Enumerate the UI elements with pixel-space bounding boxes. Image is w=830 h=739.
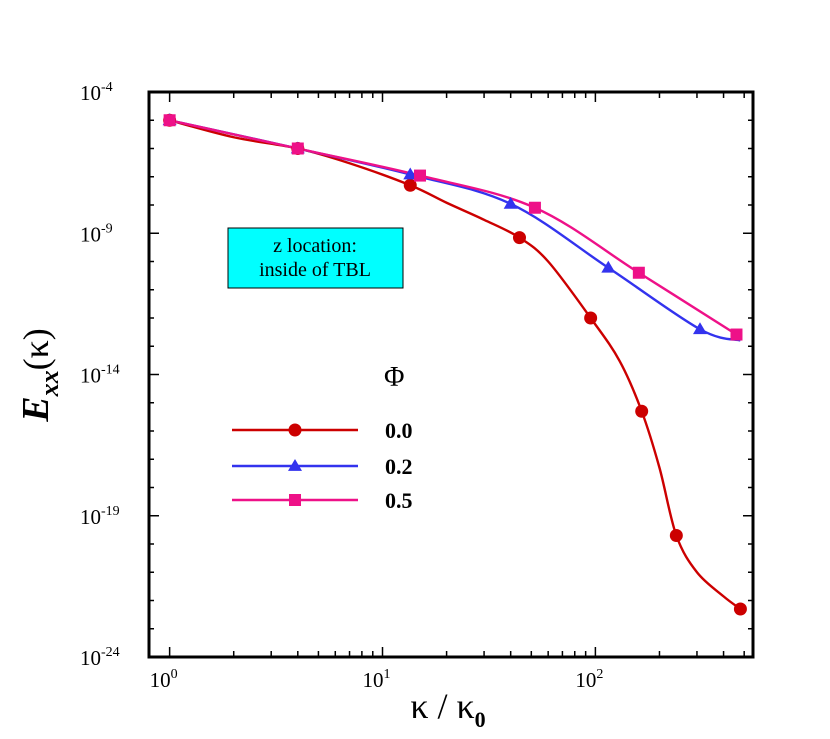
data-point-0.5 xyxy=(413,169,426,182)
data-point-0.2 xyxy=(403,167,418,180)
x-axis-label: κ / κ0 xyxy=(410,686,485,732)
series-line-0.5 xyxy=(169,119,738,336)
legend-title: Φ xyxy=(384,362,404,393)
legend-label-0.5: 0.5 xyxy=(385,488,413,513)
y-tick-label: 10-24 xyxy=(80,645,120,670)
data-point-0.0 xyxy=(733,602,747,616)
legend-marker-0.2 xyxy=(288,459,302,471)
data-point-0.0 xyxy=(584,311,598,325)
data-point-0.0 xyxy=(512,231,526,245)
legend-label-0.0: 0.0 xyxy=(385,418,413,443)
legend-marker-0.5 xyxy=(289,494,301,506)
data-point-0.2 xyxy=(692,322,707,335)
annotation-box xyxy=(227,227,404,289)
data-point-0.5 xyxy=(730,328,743,341)
annotation: z location: inside of TBL xyxy=(227,227,404,289)
x-tick-label: 100 xyxy=(150,667,178,692)
y-tick-label: 10-4 xyxy=(80,80,113,105)
series-line-0.0 xyxy=(169,119,742,610)
data-point-0.5 xyxy=(291,142,304,155)
y-tick-label: 10-9 xyxy=(80,221,113,246)
data-point-0.5 xyxy=(163,114,176,127)
annotation-line-2: inside of TBL xyxy=(259,259,371,281)
legend-marker-0.0 xyxy=(288,423,302,437)
data-point-0.2 xyxy=(503,196,518,209)
x-tick-label: 101 xyxy=(363,667,391,692)
plot-frame xyxy=(147,90,755,659)
y-tick-label: 10-14 xyxy=(80,363,120,388)
x-tick-label: 102 xyxy=(575,667,603,692)
annotation-line-1: z location: xyxy=(273,235,357,257)
data-point-0.5 xyxy=(632,266,645,279)
data-point-0.0 xyxy=(635,404,649,418)
y-tick-label: 10-19 xyxy=(80,504,120,529)
data-point-0.2 xyxy=(601,260,616,273)
data-point-0.0 xyxy=(669,528,683,542)
data-point-0.0 xyxy=(403,178,417,192)
y-axis-label: Exx(κ) xyxy=(15,328,64,422)
data-point-0.5 xyxy=(528,201,541,214)
legend: Φ 0.0 0.2 0.5 xyxy=(232,362,413,513)
legend-label-0.2: 0.2 xyxy=(385,454,413,479)
